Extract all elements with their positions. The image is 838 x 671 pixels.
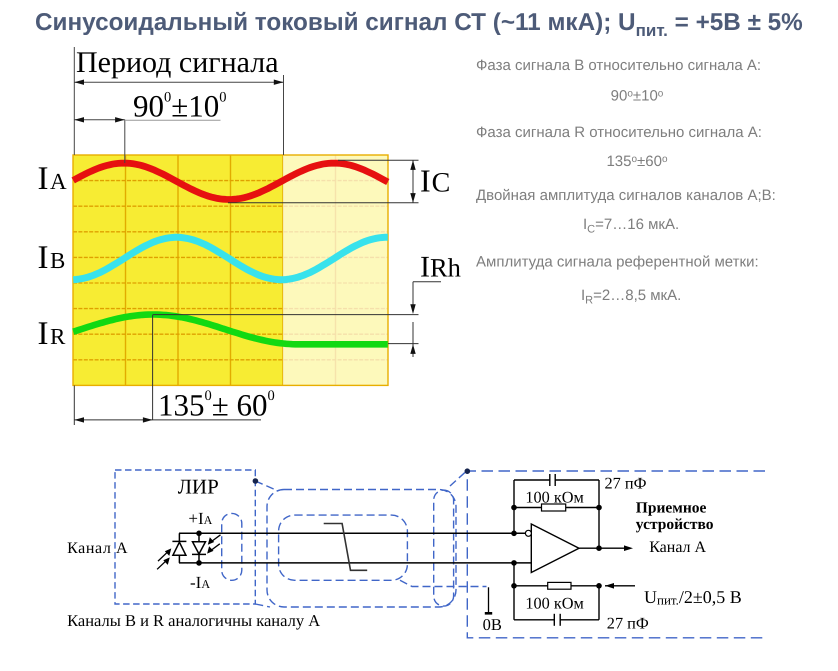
- svg-text:135о±60о: 135о±60о: [606, 153, 668, 170]
- svg-text:27 пФ: 27 пФ: [605, 473, 647, 492]
- svg-text:90о±10о: 90о±10о: [611, 88, 664, 105]
- svg-text:Канал A: Канал A: [649, 539, 706, 556]
- svg-text:Фаза сигнала B относительно си: Фаза сигнала B относительно сигнала A:: [476, 57, 761, 74]
- svg-text:Фаза сигнала R относительно си: Фаза сигнала R относительно сигнала A:: [476, 124, 762, 141]
- svg-text:100 кОм: 100 кОм: [525, 488, 583, 507]
- svg-text:IC=7…16 мкА.: IC=7…16 мкА.: [583, 216, 679, 236]
- svg-text:1350± 600: 1350± 600: [158, 387, 275, 422]
- svg-text:Каналы B и R аналогичны каналу: Каналы B и R аналогичны каналу A: [67, 611, 320, 630]
- svg-text:Синусоидальный токовый сигнал: Синусоидальный токовый сигнал СТ (~11 мк…: [35, 9, 803, 40]
- svg-text:IR: IR: [38, 316, 67, 352]
- svg-text:ЛИР: ЛИР: [178, 474, 219, 498]
- svg-text:900±100: 900±100: [133, 89, 227, 124]
- svg-text:Период сигнала: Период сигнала: [76, 46, 279, 79]
- svg-text:IRh: IRh: [420, 251, 461, 284]
- svg-text:IA: IA: [38, 161, 68, 197]
- svg-text:100 кОм: 100 кОм: [525, 593, 583, 612]
- svg-text:Двойная амплитуда сигналов кан: Двойная амплитуда сигналов каналов A;B:: [476, 187, 776, 204]
- svg-text:Приемное: Приемное: [636, 500, 707, 517]
- svg-text:-IA: -IA: [190, 573, 210, 592]
- svg-text:IB: IB: [38, 240, 66, 276]
- svg-text:устройство: устройство: [636, 516, 714, 533]
- svg-text:0В: 0В: [483, 615, 502, 634]
- svg-text:Uпит./2±0,5 В: Uпит./2±0,5 В: [644, 587, 742, 608]
- svg-text:+IA: +IA: [188, 509, 212, 528]
- svg-text:IC: IC: [420, 163, 450, 199]
- svg-text:IR=2…8,5 мкА.: IR=2…8,5 мкА.: [581, 287, 681, 307]
- svg-text:27 пФ: 27 пФ: [607, 613, 649, 632]
- svg-text:Канал A: Канал A: [67, 540, 128, 557]
- svg-text:Амплитуда сигнала референтной: Амплитуда сигнала референтной метки:: [476, 254, 759, 271]
